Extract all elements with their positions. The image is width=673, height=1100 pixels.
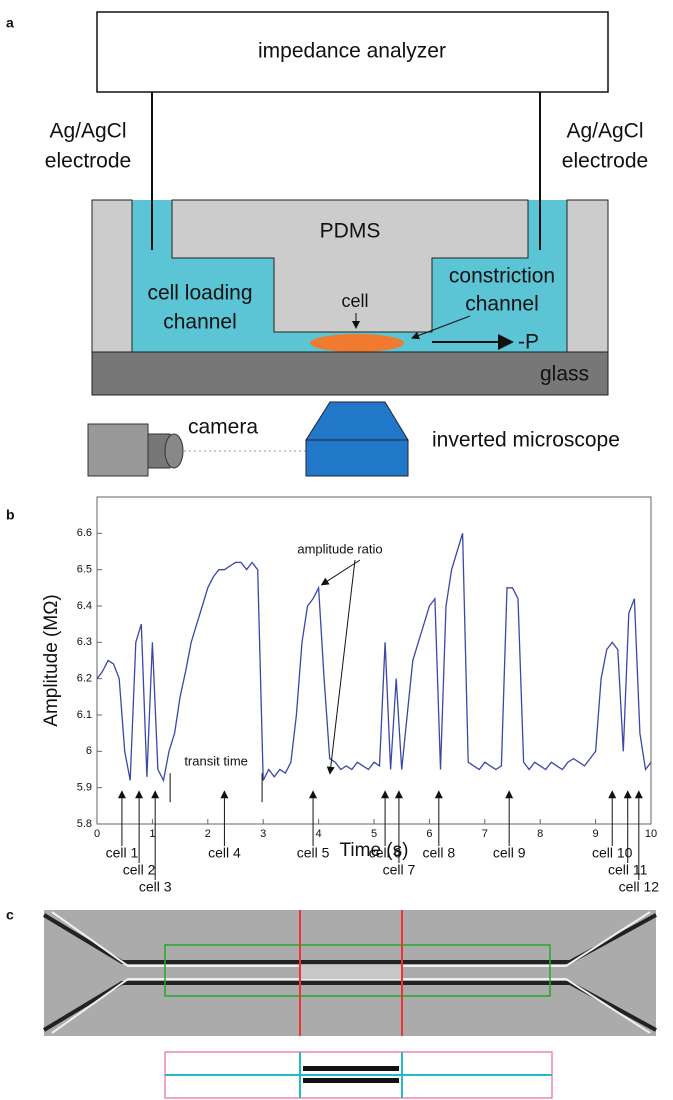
- cell-label: cell 7: [383, 862, 416, 878]
- cell-label: cell 9: [493, 845, 526, 861]
- x-tick-label: 3: [260, 828, 266, 840]
- wall: [91, 199, 133, 353]
- panel-label: a: [6, 15, 14, 31]
- cell-label: cell 3: [139, 879, 172, 895]
- cell-label: cell 12: [619, 879, 660, 895]
- camera-label: camera: [188, 416, 258, 439]
- channel-label: channel: [163, 311, 237, 334]
- arrow: [411, 315, 471, 340]
- x-tick-label: 10: [645, 828, 657, 840]
- electrode-label: Ag/AgCl: [566, 120, 643, 143]
- microscope-label: inverted microscope: [432, 429, 620, 452]
- glass-label: glass: [540, 363, 589, 386]
- cell-label: cell 11: [608, 862, 648, 878]
- x-tick-label: 2: [205, 828, 211, 840]
- y-tick-label: 6.3: [77, 636, 92, 648]
- y-tick-label: 6.2: [77, 673, 92, 685]
- annotation: amplitude ratio: [297, 541, 382, 556]
- x-tick-label: 0: [94, 828, 100, 840]
- cell-label: cell 5: [297, 845, 330, 861]
- x-tick-label: 8: [537, 828, 543, 840]
- y-axis-label: Amplitude (MΩ): [41, 594, 62, 726]
- x-tick-label: 6: [426, 828, 432, 840]
- glass: [91, 351, 609, 396]
- pdms-label: PDMS: [320, 220, 381, 243]
- cell-label: cell 6: [369, 845, 402, 861]
- y-tick-label: 6.4: [77, 600, 92, 612]
- channel-wall: [42, 913, 657, 1032]
- y-tick-label: 6.5: [77, 564, 92, 576]
- x-tick-label: 1: [149, 828, 155, 840]
- channel-label: channel: [465, 293, 539, 316]
- y-tick-label: 5.9: [77, 782, 92, 794]
- x-tick-label: 5: [371, 828, 377, 840]
- x-axis-label: Time (s): [340, 840, 409, 861]
- electrode-label: electrode: [562, 150, 648, 173]
- annotation-arrow: [320, 559, 361, 586]
- panel-label: b: [6, 507, 15, 523]
- annotation-arrow: [326, 559, 356, 775]
- roi: [164, 944, 551, 997]
- microscope: [305, 439, 409, 477]
- panel-label: c: [6, 907, 14, 923]
- x-tick-label: 9: [593, 828, 599, 840]
- microscope: [305, 401, 409, 441]
- signal-line: [96, 533, 652, 783]
- pdms: [171, 199, 529, 333]
- electrode-label: electrode: [45, 150, 131, 173]
- plot-area: [96, 496, 652, 825]
- y-tick-label: 5.8: [77, 818, 92, 830]
- channel-label: constriction: [449, 265, 555, 288]
- analyzer-label: impedance analyzer: [258, 40, 446, 63]
- analyzer-box: [96, 11, 609, 93]
- y-tick-label: 6.6: [77, 527, 92, 539]
- cell-image: [300, 965, 402, 979]
- cell-label: cell: [341, 291, 368, 311]
- camera: [87, 423, 149, 477]
- camera-lens: [164, 433, 184, 469]
- y-tick-label: 6: [86, 745, 92, 757]
- profile-blob: [303, 1066, 399, 1071]
- channel-label: cell loading: [147, 282, 252, 305]
- cell-label: cell 4: [208, 845, 241, 861]
- cell-label: cell 1: [106, 845, 139, 861]
- cell-label: cell 8: [422, 845, 455, 861]
- profile-blob: [303, 1078, 399, 1083]
- x-tick-label: 7: [482, 828, 488, 840]
- annotation: transit time: [184, 754, 248, 769]
- wall: [566, 199, 609, 353]
- electrode-label: Ag/AgCl: [49, 120, 126, 143]
- cell: [310, 334, 404, 352]
- y-tick-label: 6.1: [77, 709, 92, 721]
- x-tick-label: 4: [316, 828, 322, 840]
- cell-label: cell 2: [123, 862, 156, 878]
- pressure-label: -P: [518, 331, 539, 354]
- cell-label: cell 10: [592, 845, 633, 861]
